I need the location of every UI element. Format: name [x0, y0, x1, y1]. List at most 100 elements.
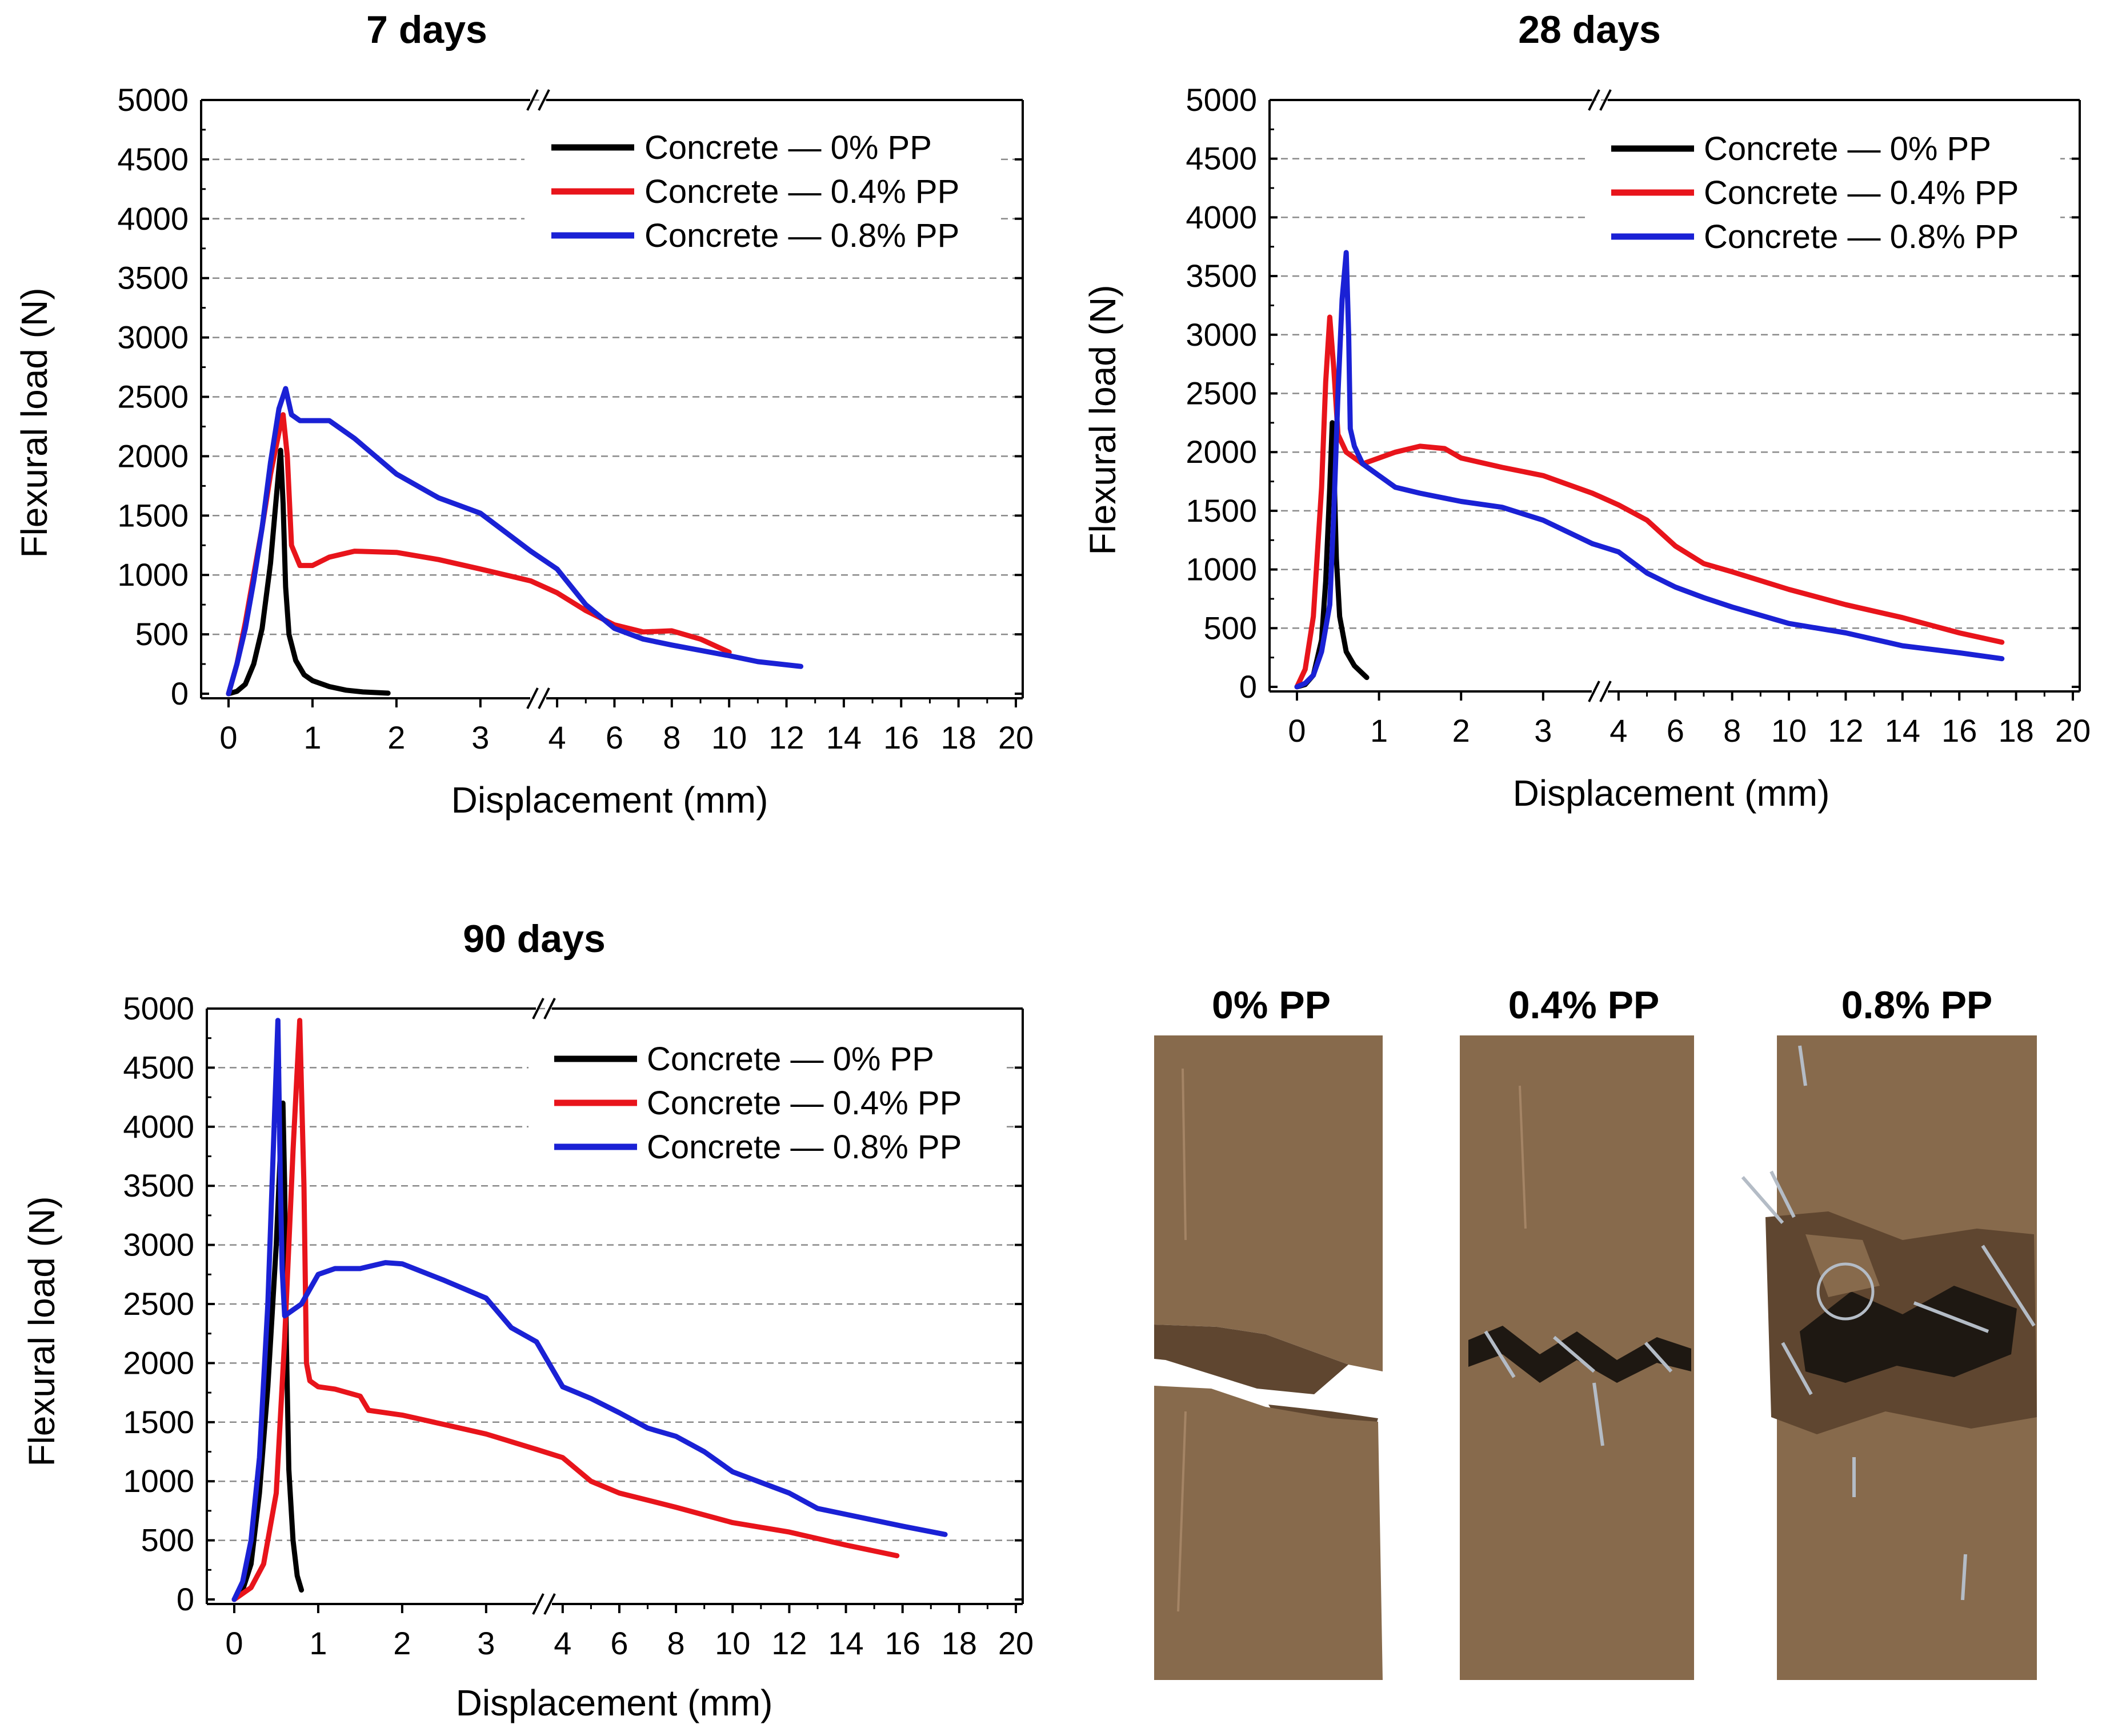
x-tick-label: 4 — [554, 1625, 571, 1661]
legend: Concrete — 0% PP Concrete — 0.4% PP Conc… — [525, 121, 999, 261]
x-tick-label: 14 — [826, 719, 862, 755]
y-tick-label: 4000 — [123, 1109, 194, 1145]
x-tick-label: 10 — [1771, 713, 1807, 749]
y-tick-label: 1000 — [117, 557, 189, 593]
x-tick-label: 14 — [1885, 713, 1920, 749]
y-tick-label: 2000 — [1186, 434, 1257, 470]
fiber — [1553, 1335, 1595, 1373]
fiber — [1913, 1301, 1989, 1333]
x-tick-label: 8 — [663, 719, 680, 755]
y-tick-label: 5000 — [117, 82, 189, 118]
x-axis-title: Displacement (mm) — [451, 779, 768, 821]
x-tick-label: 20 — [998, 719, 1034, 755]
y-tick-label: 1500 — [1186, 493, 1257, 529]
y-tick-label: 3500 — [1186, 258, 1257, 294]
series-line-2-right — [1589, 541, 2005, 662]
axis-break-mark — [532, 1593, 544, 1615]
series-line-0-left — [226, 447, 391, 697]
y-tick-label: 500 — [141, 1522, 194, 1558]
x-tick-labels: 0 1 2 3 4 6 8 10 12 14 16 18 20 — [219, 719, 1034, 755]
x-tick-label: 6 — [606, 719, 623, 755]
series-line-2-left — [226, 386, 534, 697]
y-tick-label: 2000 — [117, 438, 189, 474]
x-tick-labels: 0 1 2 3 4 6 8 10 12 14 16 18 20 — [1288, 713, 2091, 749]
axes — [200, 89, 1024, 709]
legend: Concrete — 0% PP Concrete — 0.4% PP Conc… — [1586, 121, 2060, 261]
fiber — [1484, 1330, 1516, 1378]
y-tick-label: 4500 — [1186, 141, 1257, 177]
legend: Concrete — 0% PP Concrete — 0.4% PP Conc… — [528, 1031, 1003, 1171]
x-tick-label: 2 — [393, 1625, 411, 1661]
axis-break-mark — [1599, 681, 1612, 702]
x-tick-label: 0 — [225, 1625, 243, 1661]
specimen-lower-half — [1154, 1386, 1383, 1680]
plot-area — [231, 1018, 948, 1602]
y-axis-title: Flexural load (N) — [14, 287, 55, 558]
surface-mark — [1519, 1085, 1527, 1229]
x-tick-label: 1 — [309, 1625, 327, 1661]
y-tick-labels: 0 500 1000 1500 2000 2500 3000 3500 4000 4500 5000 — [1186, 82, 1257, 705]
series-line-2-right — [534, 1339, 948, 1537]
x-tick-label: 12 — [1828, 713, 1863, 749]
axis-break-mark — [538, 687, 550, 709]
x-tick-label: 12 — [768, 719, 804, 755]
x-axis-title: Displacement (mm) — [1513, 773, 1830, 814]
axis-break-mark — [543, 998, 556, 1019]
axis-break-mark — [1599, 89, 1612, 111]
crack — [1800, 1286, 2017, 1383]
plot-area — [226, 386, 804, 697]
axis-break-mark — [1588, 681, 1600, 702]
x-tick-label: 0 — [219, 719, 237, 755]
legend-label-1: Concrete — 0.4% PP — [644, 173, 959, 210]
y-tick-label: 2500 — [117, 379, 189, 415]
legend-label-1: Concrete — 0.4% PP — [647, 1085, 962, 1122]
y-tick-label: 1000 — [1186, 551, 1257, 587]
photo-label-08pp: 0.8% PP — [1841, 983, 1993, 1027]
y-tick-label: 3500 — [117, 260, 189, 296]
x-tick-label: 10 — [711, 719, 747, 755]
specimen-photo-08pp — [1741, 1035, 2037, 1680]
legend-label-0: Concrete — 0% PP — [1704, 130, 1991, 167]
chart-28-days: 28 days 0 500 1000 1500 2000 2500 3000 3500 4000… — [1082, 8, 2091, 814]
chart-title: 7 days — [366, 8, 487, 51]
specimen-upper-half — [1154, 1035, 1383, 1371]
x-tick-label: 4 — [548, 719, 566, 755]
y-tick-label: 1500 — [117, 497, 189, 533]
y-tick-label: 3000 — [1186, 317, 1257, 353]
series-line-1-right — [528, 578, 732, 655]
x-tick-label: 20 — [2055, 713, 2091, 749]
y-tick-label: 1500 — [123, 1404, 194, 1440]
fiber — [1798, 1045, 1807, 1086]
x-tick-label: 2 — [1452, 713, 1470, 749]
x-tick-label: 8 — [1723, 713, 1741, 749]
series-line-1-left — [1294, 314, 1595, 690]
fracture-surface — [1154, 1325, 1348, 1394]
x-tick-label: 3 — [477, 1625, 495, 1661]
fiber — [1781, 1342, 1813, 1395]
y-tick-label: 5000 — [1186, 82, 1257, 118]
y-tick-labels: 0 500 1000 1500 2000 2500 3000 3500 4000 4500 5000 — [117, 82, 189, 711]
series-line-1-right — [534, 1446, 900, 1558]
axes — [206, 998, 1024, 1615]
y-tick-label: 2500 — [1186, 375, 1257, 411]
y-axis-title: Flexural load (N) — [1082, 285, 1123, 555]
surface-scratch — [1177, 1411, 1187, 1612]
chart-7-days: 7 days 0 500 1000 1500 2000 2500 3000 3500 4000 4… — [14, 8, 1034, 821]
y-tick-label: 2000 — [123, 1345, 194, 1381]
x-tick-label: 6 — [1667, 713, 1684, 749]
legend-label-2: Concrete — 0.8% PP — [647, 1129, 962, 1166]
x-tick-label: 14 — [828, 1625, 863, 1661]
chart-title: 90 days — [463, 917, 606, 961]
x-tick-label: 3 — [471, 719, 489, 755]
y-tick-label: 0 — [171, 675, 189, 711]
axis-break-mark — [543, 1593, 556, 1615]
x-tick-label: 6 — [610, 1625, 628, 1661]
chart-title: 28 days — [1518, 8, 1661, 51]
x-tick-label: 16 — [1941, 713, 1977, 749]
y-tick-label: 3500 — [123, 1167, 194, 1203]
y-tick-label: 3000 — [123, 1227, 194, 1263]
x-tick-label: 4 — [1609, 713, 1627, 749]
y-tick-label: 0 — [177, 1581, 194, 1617]
axis-break-mark — [526, 89, 539, 111]
x-axis-title: Displacement (mm) — [456, 1682, 773, 1723]
